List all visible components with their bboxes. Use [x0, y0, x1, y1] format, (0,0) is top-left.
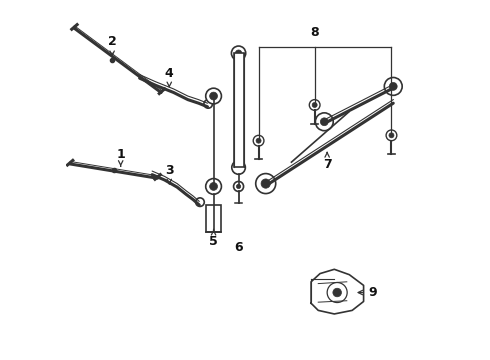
Circle shape: [206, 179, 221, 194]
Circle shape: [234, 181, 244, 192]
Text: 3: 3: [165, 164, 173, 184]
Circle shape: [235, 50, 242, 57]
Circle shape: [253, 135, 264, 146]
Circle shape: [210, 92, 218, 100]
Circle shape: [206, 88, 221, 104]
Circle shape: [232, 161, 245, 174]
Circle shape: [384, 77, 402, 95]
Text: 1: 1: [116, 148, 125, 166]
Polygon shape: [206, 205, 220, 232]
Text: 6: 6: [234, 241, 243, 255]
Circle shape: [261, 179, 270, 188]
Polygon shape: [234, 53, 244, 167]
Text: 4: 4: [165, 67, 173, 86]
Circle shape: [256, 138, 261, 143]
Circle shape: [389, 133, 394, 138]
Text: 8: 8: [310, 26, 319, 39]
Circle shape: [386, 130, 397, 141]
Circle shape: [256, 174, 276, 194]
Circle shape: [309, 100, 320, 111]
Circle shape: [210, 183, 218, 190]
Circle shape: [390, 82, 397, 90]
Text: 5: 5: [209, 229, 218, 248]
Circle shape: [231, 46, 245, 60]
Circle shape: [320, 118, 328, 126]
Text: 7: 7: [323, 152, 332, 171]
Text: 2: 2: [108, 35, 117, 55]
Circle shape: [316, 113, 333, 131]
Circle shape: [333, 288, 342, 297]
Circle shape: [237, 184, 241, 189]
Circle shape: [312, 103, 317, 108]
Text: 9: 9: [358, 286, 377, 299]
